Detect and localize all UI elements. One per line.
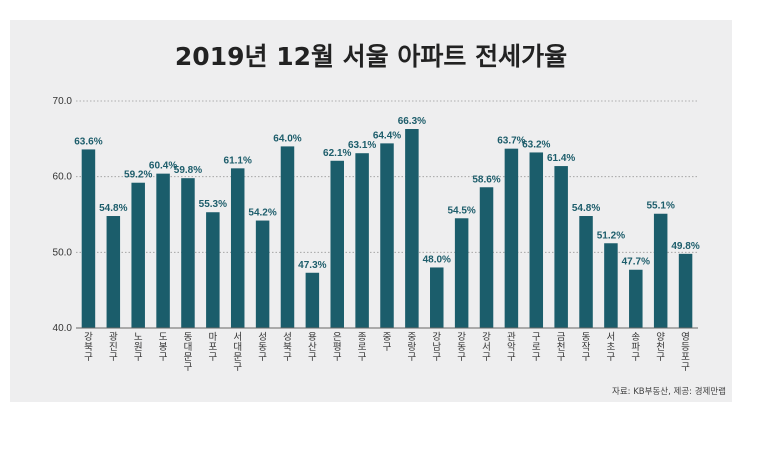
bar — [156, 173, 170, 328]
y-axis-ticks: 40.0 50.0 60.0 70.0 — [53, 96, 73, 334]
data-label: 61.1% — [224, 155, 252, 166]
bar — [479, 187, 494, 328]
bar — [280, 146, 295, 328]
bar — [255, 220, 270, 328]
y-tick-label: 60.0 — [53, 172, 73, 183]
chart-title: 2019년 12월 서울 아파트 전세가율 — [175, 42, 567, 71]
bar — [305, 272, 320, 328]
data-label: 47.3% — [298, 260, 326, 271]
data-label: 63.1% — [348, 140, 376, 151]
data-label: 54.8% — [572, 203, 600, 214]
data-label: 48.0% — [423, 254, 451, 265]
data-label: 63.7% — [497, 136, 525, 147]
bar — [653, 213, 668, 328]
data-label: 51.2% — [597, 230, 625, 241]
bar — [380, 143, 394, 328]
data-label: 54.5% — [447, 205, 475, 216]
data-label: 61.4% — [547, 153, 575, 164]
y-tick-label: 40.0 — [53, 323, 73, 334]
bar — [454, 218, 469, 328]
x-axis-labels: 강 북 구 광 진 구 노 원 구 도 봉 구 동 대 문 구 마 포 구 서 대 문 구 성 동 구 성 북 구 용 산 구 은 평 구 종 로 구 중 구… — [84, 331, 690, 373]
data-label: 63.6% — [74, 136, 102, 147]
bar — [554, 166, 568, 328]
data-label: 54.2% — [248, 208, 276, 219]
data-label: 62.1% — [323, 148, 351, 159]
bar — [604, 243, 618, 328]
data-label: 58.6% — [472, 174, 500, 185]
data-label: 59.8% — [174, 165, 202, 176]
bar — [106, 216, 121, 328]
y-tick-label: 50.0 — [53, 247, 73, 258]
source-note: 자료: KB부동산, 제공: 경제만랩 — [612, 386, 726, 397]
chart-panel: 2019년 12월 서울 아파트 전세가율 40.0 50.0 60.0 70.0 6… — [10, 20, 732, 402]
bar — [678, 253, 693, 328]
bar — [81, 149, 96, 328]
bar — [629, 269, 643, 328]
data-label: 55.1% — [647, 201, 675, 212]
gridlines — [76, 100, 698, 253]
bar — [529, 152, 544, 328]
bar — [230, 168, 245, 328]
data-labels: 63.6% 54.8% 59.2%60.4%59.8% 55.3% 61.1% 54.2%… — [74, 116, 700, 271]
data-label: 64.4% — [373, 130, 401, 141]
chart: 2019년 12월 서울 아파트 전세가율 40.0 50.0 60.0 70.0 6… — [53, 42, 726, 397]
bar — [330, 160, 344, 328]
y-tick-label: 70.0 — [53, 96, 73, 107]
data-label: 63.2% — [522, 139, 550, 150]
data-label: 54.8% — [99, 203, 127, 214]
bar — [504, 148, 519, 328]
bar — [405, 128, 419, 328]
bar — [206, 212, 220, 328]
data-label: 64.0% — [273, 133, 301, 144]
bar — [579, 216, 593, 328]
data-label: 49.8% — [671, 241, 699, 252]
data-label: 55.3% — [199, 199, 227, 210]
data-label: 47.7% — [622, 257, 650, 268]
bars — [81, 128, 693, 328]
bar — [355, 153, 369, 328]
bar — [131, 182, 145, 328]
bar — [430, 267, 444, 328]
data-label: 59.2% — [124, 170, 152, 181]
bar — [181, 178, 195, 328]
data-label: 66.3% — [398, 116, 426, 127]
data-label: 60.4% — [149, 161, 177, 172]
